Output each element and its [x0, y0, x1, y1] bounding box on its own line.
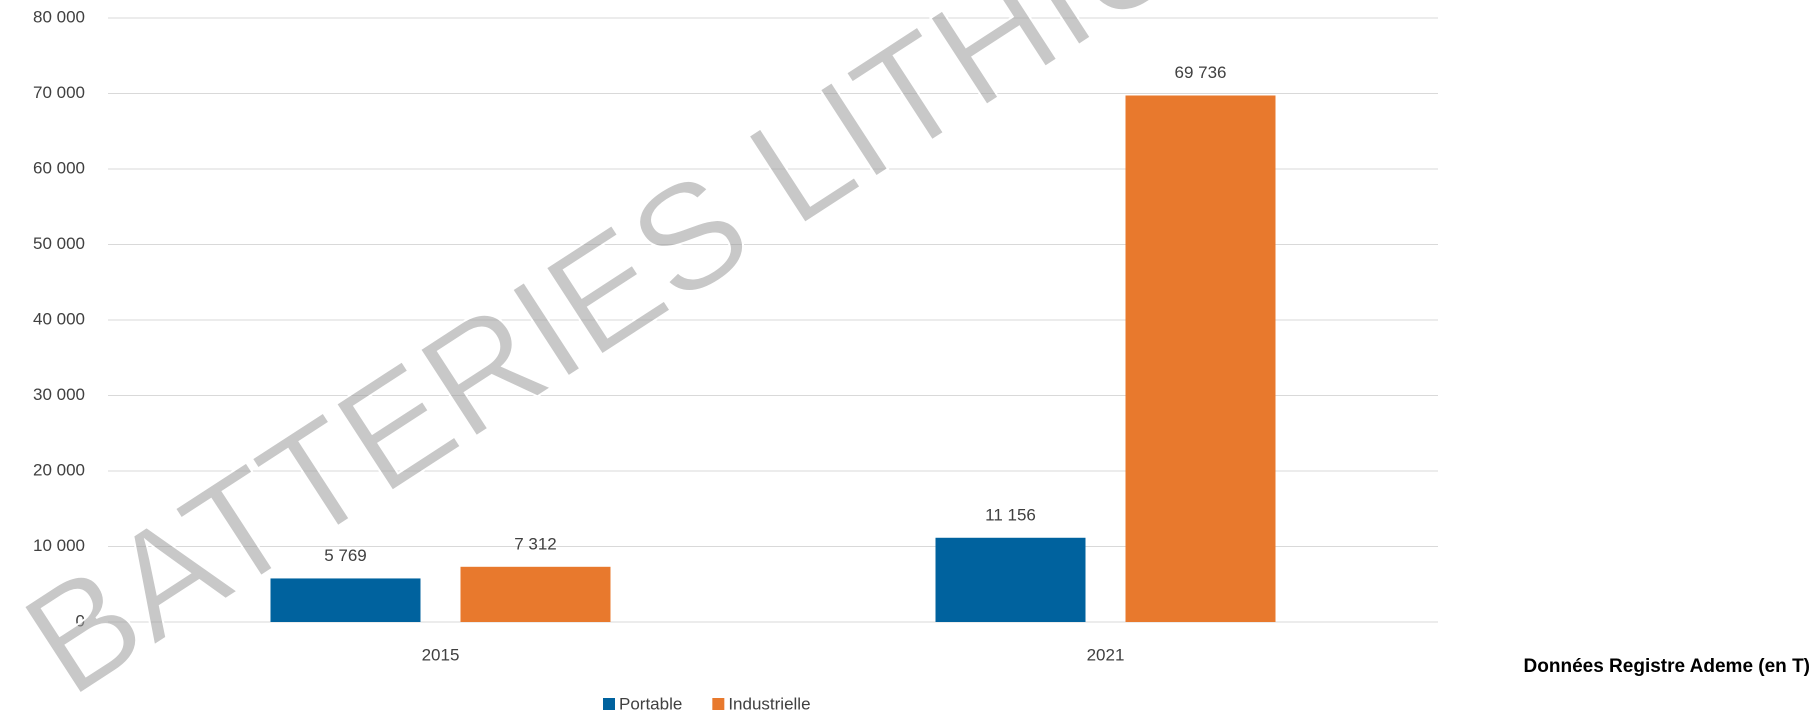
bar [1125, 95, 1276, 622]
x-tick-label: 2021 [1087, 645, 1125, 664]
x-tick-label: 2015 [422, 645, 460, 664]
y-tick-label: 20 000 [33, 460, 85, 479]
bar [460, 566, 611, 622]
data-label: 7 312 [514, 534, 557, 553]
y-tick-label: 40 000 [33, 309, 85, 328]
y-tick-label: 50 000 [33, 234, 85, 253]
legend-swatch [712, 698, 725, 710]
data-label: 11 156 [985, 505, 1036, 524]
legend-swatch [603, 698, 615, 710]
legend-label: Portable [619, 694, 682, 713]
y-tick-label: 60 000 [33, 158, 85, 177]
data-label: 69 736 [1175, 63, 1227, 82]
y-tick-label: 80 000 [33, 7, 85, 26]
y-tick-label: 30 000 [33, 385, 85, 404]
y-tick-label: 0 [76, 611, 85, 630]
source-note: Données Registre Ademe (en T) [1524, 656, 1810, 677]
bar [935, 537, 1086, 622]
data-label: 5 769 [324, 546, 367, 565]
y-tick-label: 10 000 [33, 536, 85, 555]
bar [270, 578, 421, 622]
legend-label: Industrielle [728, 694, 810, 713]
y-tick-label: 70 000 [33, 83, 85, 102]
